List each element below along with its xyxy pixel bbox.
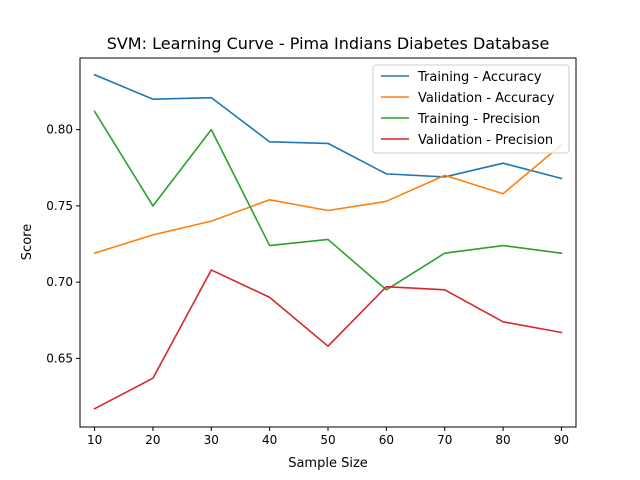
x-tick-label: 80	[495, 433, 510, 447]
series-line-3	[93, 269, 563, 410]
y-tick-label: 0.70	[46, 275, 73, 289]
legend-label-1: Validation - Accuracy	[418, 91, 555, 106]
legend: Training - Accuracy Validation - Accuracy…	[372, 64, 570, 154]
x-tick-label: 40	[262, 433, 277, 447]
plot-area	[79, 57, 577, 428]
y-tick-label: 0.65	[46, 351, 73, 365]
series-line-2	[93, 110, 563, 291]
x-tick-label: 30	[204, 433, 219, 447]
y-axis-label: Score	[20, 224, 35, 260]
series-lines	[93, 73, 563, 410]
x-tick-label: 20	[145, 433, 160, 447]
x-tick-label: 50	[320, 433, 335, 447]
y-axis-ticks: 0.65 0.70 0.75 0.80	[46, 123, 80, 365]
series-line-1	[93, 143, 563, 255]
x-axis-ticks: 10 20 30 40 50 60 70 80 90	[87, 427, 569, 447]
x-axis-label: Sample Size	[288, 456, 368, 471]
x-tick-label: 60	[379, 433, 394, 447]
legend-entries: Training - Accuracy Validation - Accuracy…	[381, 70, 555, 148]
y-tick-label: 0.80	[46, 123, 73, 137]
legend-label-3: Validation - Precision	[418, 133, 553, 148]
y-tick-label: 0.75	[46, 199, 73, 213]
x-tick-label: 70	[437, 433, 452, 447]
legend-box	[372, 64, 570, 154]
chart-title: SVM: Learning Curve - Pima Indians Diabe…	[107, 34, 550, 53]
series-line-0	[93, 73, 563, 180]
legend-label-2: Training - Precision	[417, 112, 540, 127]
legend-label-0: Training - Accuracy	[417, 70, 542, 85]
x-tick-label: 10	[87, 433, 102, 447]
x-tick-label: 90	[554, 433, 569, 447]
